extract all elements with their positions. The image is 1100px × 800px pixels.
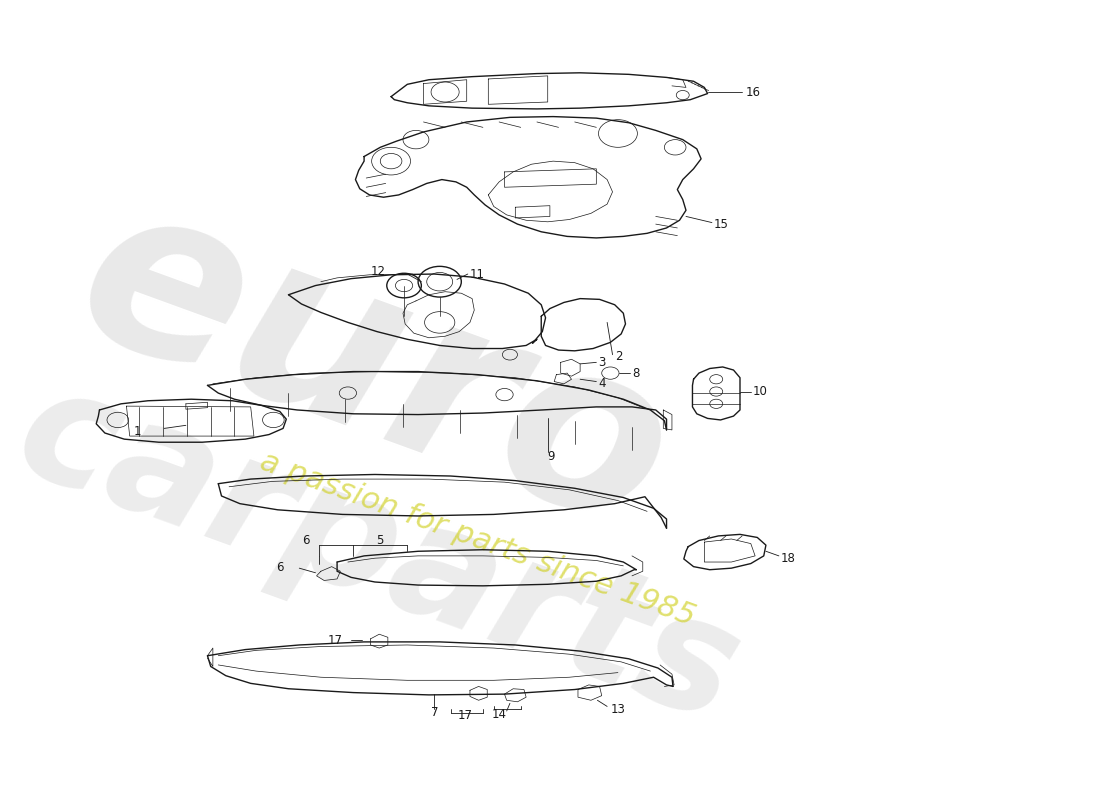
Text: 17: 17 xyxy=(328,634,342,647)
Text: 16: 16 xyxy=(746,86,760,98)
Text: 8: 8 xyxy=(632,366,639,380)
Text: 15: 15 xyxy=(714,218,729,230)
Text: euro: euro xyxy=(51,159,700,581)
Text: 18: 18 xyxy=(781,552,796,565)
Text: carparts: carparts xyxy=(0,353,758,756)
Text: 4: 4 xyxy=(598,377,606,390)
Text: 7: 7 xyxy=(430,706,438,719)
Text: 9: 9 xyxy=(548,450,556,462)
Text: 5: 5 xyxy=(376,534,384,547)
Text: 1: 1 xyxy=(133,425,141,438)
Text: 12: 12 xyxy=(371,266,386,278)
Text: a passion for parts since 1985: a passion for parts since 1985 xyxy=(256,446,700,631)
Text: 6: 6 xyxy=(276,561,284,574)
Text: 6: 6 xyxy=(302,534,310,547)
Text: 10: 10 xyxy=(754,385,768,398)
Text: 3: 3 xyxy=(598,356,606,369)
Text: 17: 17 xyxy=(458,709,473,722)
Text: 13: 13 xyxy=(610,703,625,716)
Text: 11: 11 xyxy=(470,267,485,281)
Text: 14: 14 xyxy=(492,707,507,721)
Text: 2: 2 xyxy=(615,350,623,363)
